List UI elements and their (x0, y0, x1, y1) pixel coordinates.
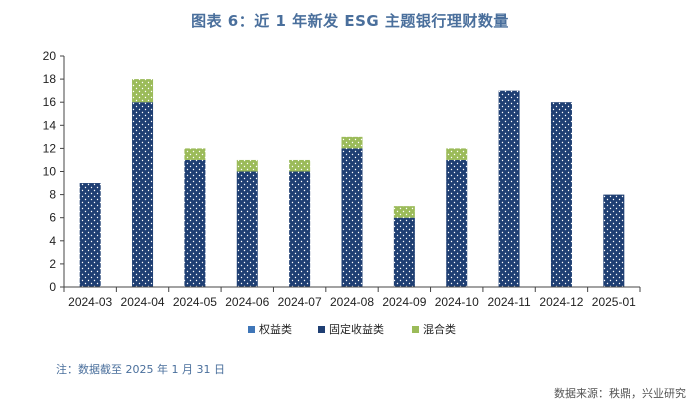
x-tick-label: 2024-10 (435, 295, 479, 309)
legend-label-1: 固定收益类 (329, 322, 384, 336)
x-tick-label: 2024-08 (330, 295, 374, 309)
legend-label-0: 权益类 (259, 322, 292, 336)
bar-segment-10-1 (603, 194, 625, 287)
legend-swatch-2 (412, 326, 419, 333)
y-tick-label: 12 (43, 141, 57, 155)
y-tick-label: 20 (43, 49, 57, 63)
y-tick-label: 10 (43, 165, 57, 179)
y-tick-label: 6 (49, 211, 56, 225)
legend-swatch-1 (318, 326, 325, 333)
bar-segment-3-2 (236, 159, 258, 172)
bar-segment-6-1 (393, 217, 415, 287)
bar-segment-2-1 (184, 159, 206, 287)
bar-segment-3-1 (236, 171, 258, 287)
y-tick-label: 16 (43, 95, 57, 109)
chart-title: 图表 6：近 1 年新发 ESG 主题银行理财数量 (191, 12, 509, 30)
bar-segment-5-1 (341, 148, 363, 287)
y-tick-label: 2 (49, 257, 56, 271)
x-tick-label: 2024-07 (278, 295, 322, 309)
bar-segment-5-2 (341, 136, 363, 149)
data-source: 数据来源：秩鼎，兴业研究 (554, 387, 686, 400)
bar-segment-1-2 (132, 79, 154, 103)
bar-segment-9-1 (550, 102, 572, 287)
bar-segment-7-1 (446, 159, 468, 287)
bar-segment-2-2 (184, 148, 206, 160)
y-tick-label: 0 (49, 280, 56, 294)
x-axis: 2024-03 2024-04 2024-05 2024-06 2024-07 2024-… (63, 286, 641, 309)
y-tick-label: 4 (49, 234, 56, 248)
x-tick-label: 2024-11 (488, 295, 531, 309)
y-tick-label: 8 (49, 188, 56, 202)
y-axis: 0 2 4 6 8 10 12 14 16 18 20 (43, 49, 65, 294)
x-tick-label: 2024-05 (173, 295, 217, 309)
bar-segment-4-1 (289, 171, 311, 287)
bars (79, 79, 625, 288)
legend-swatch-0 (248, 326, 255, 333)
bar-segment-7-2 (446, 148, 468, 160)
x-tick-label: 2024-09 (382, 295, 426, 309)
legend: 权益类 固定收益类 混合类 (248, 322, 456, 336)
x-tick-label: 2024-06 (225, 295, 269, 309)
y-tick-label: 14 (43, 118, 57, 132)
x-tick-label: 2024-03 (68, 295, 112, 309)
x-tick-label: 2025-01 (592, 295, 636, 309)
bar-segment-6-2 (393, 206, 415, 218)
bar-segment-1-1 (132, 102, 154, 287)
y-tick-label: 18 (43, 72, 57, 86)
x-tick-label: 2024-04 (121, 295, 165, 309)
x-tick-label: 2024-12 (539, 295, 583, 309)
legend-label-2: 混合类 (423, 322, 456, 336)
bar-segment-8-1 (498, 90, 520, 288)
footnote: 注：数据截至 2025 年 1 月 31 日 (56, 363, 225, 376)
bar-segment-4-2 (289, 159, 311, 172)
bar-segment-0-1 (79, 183, 101, 287)
